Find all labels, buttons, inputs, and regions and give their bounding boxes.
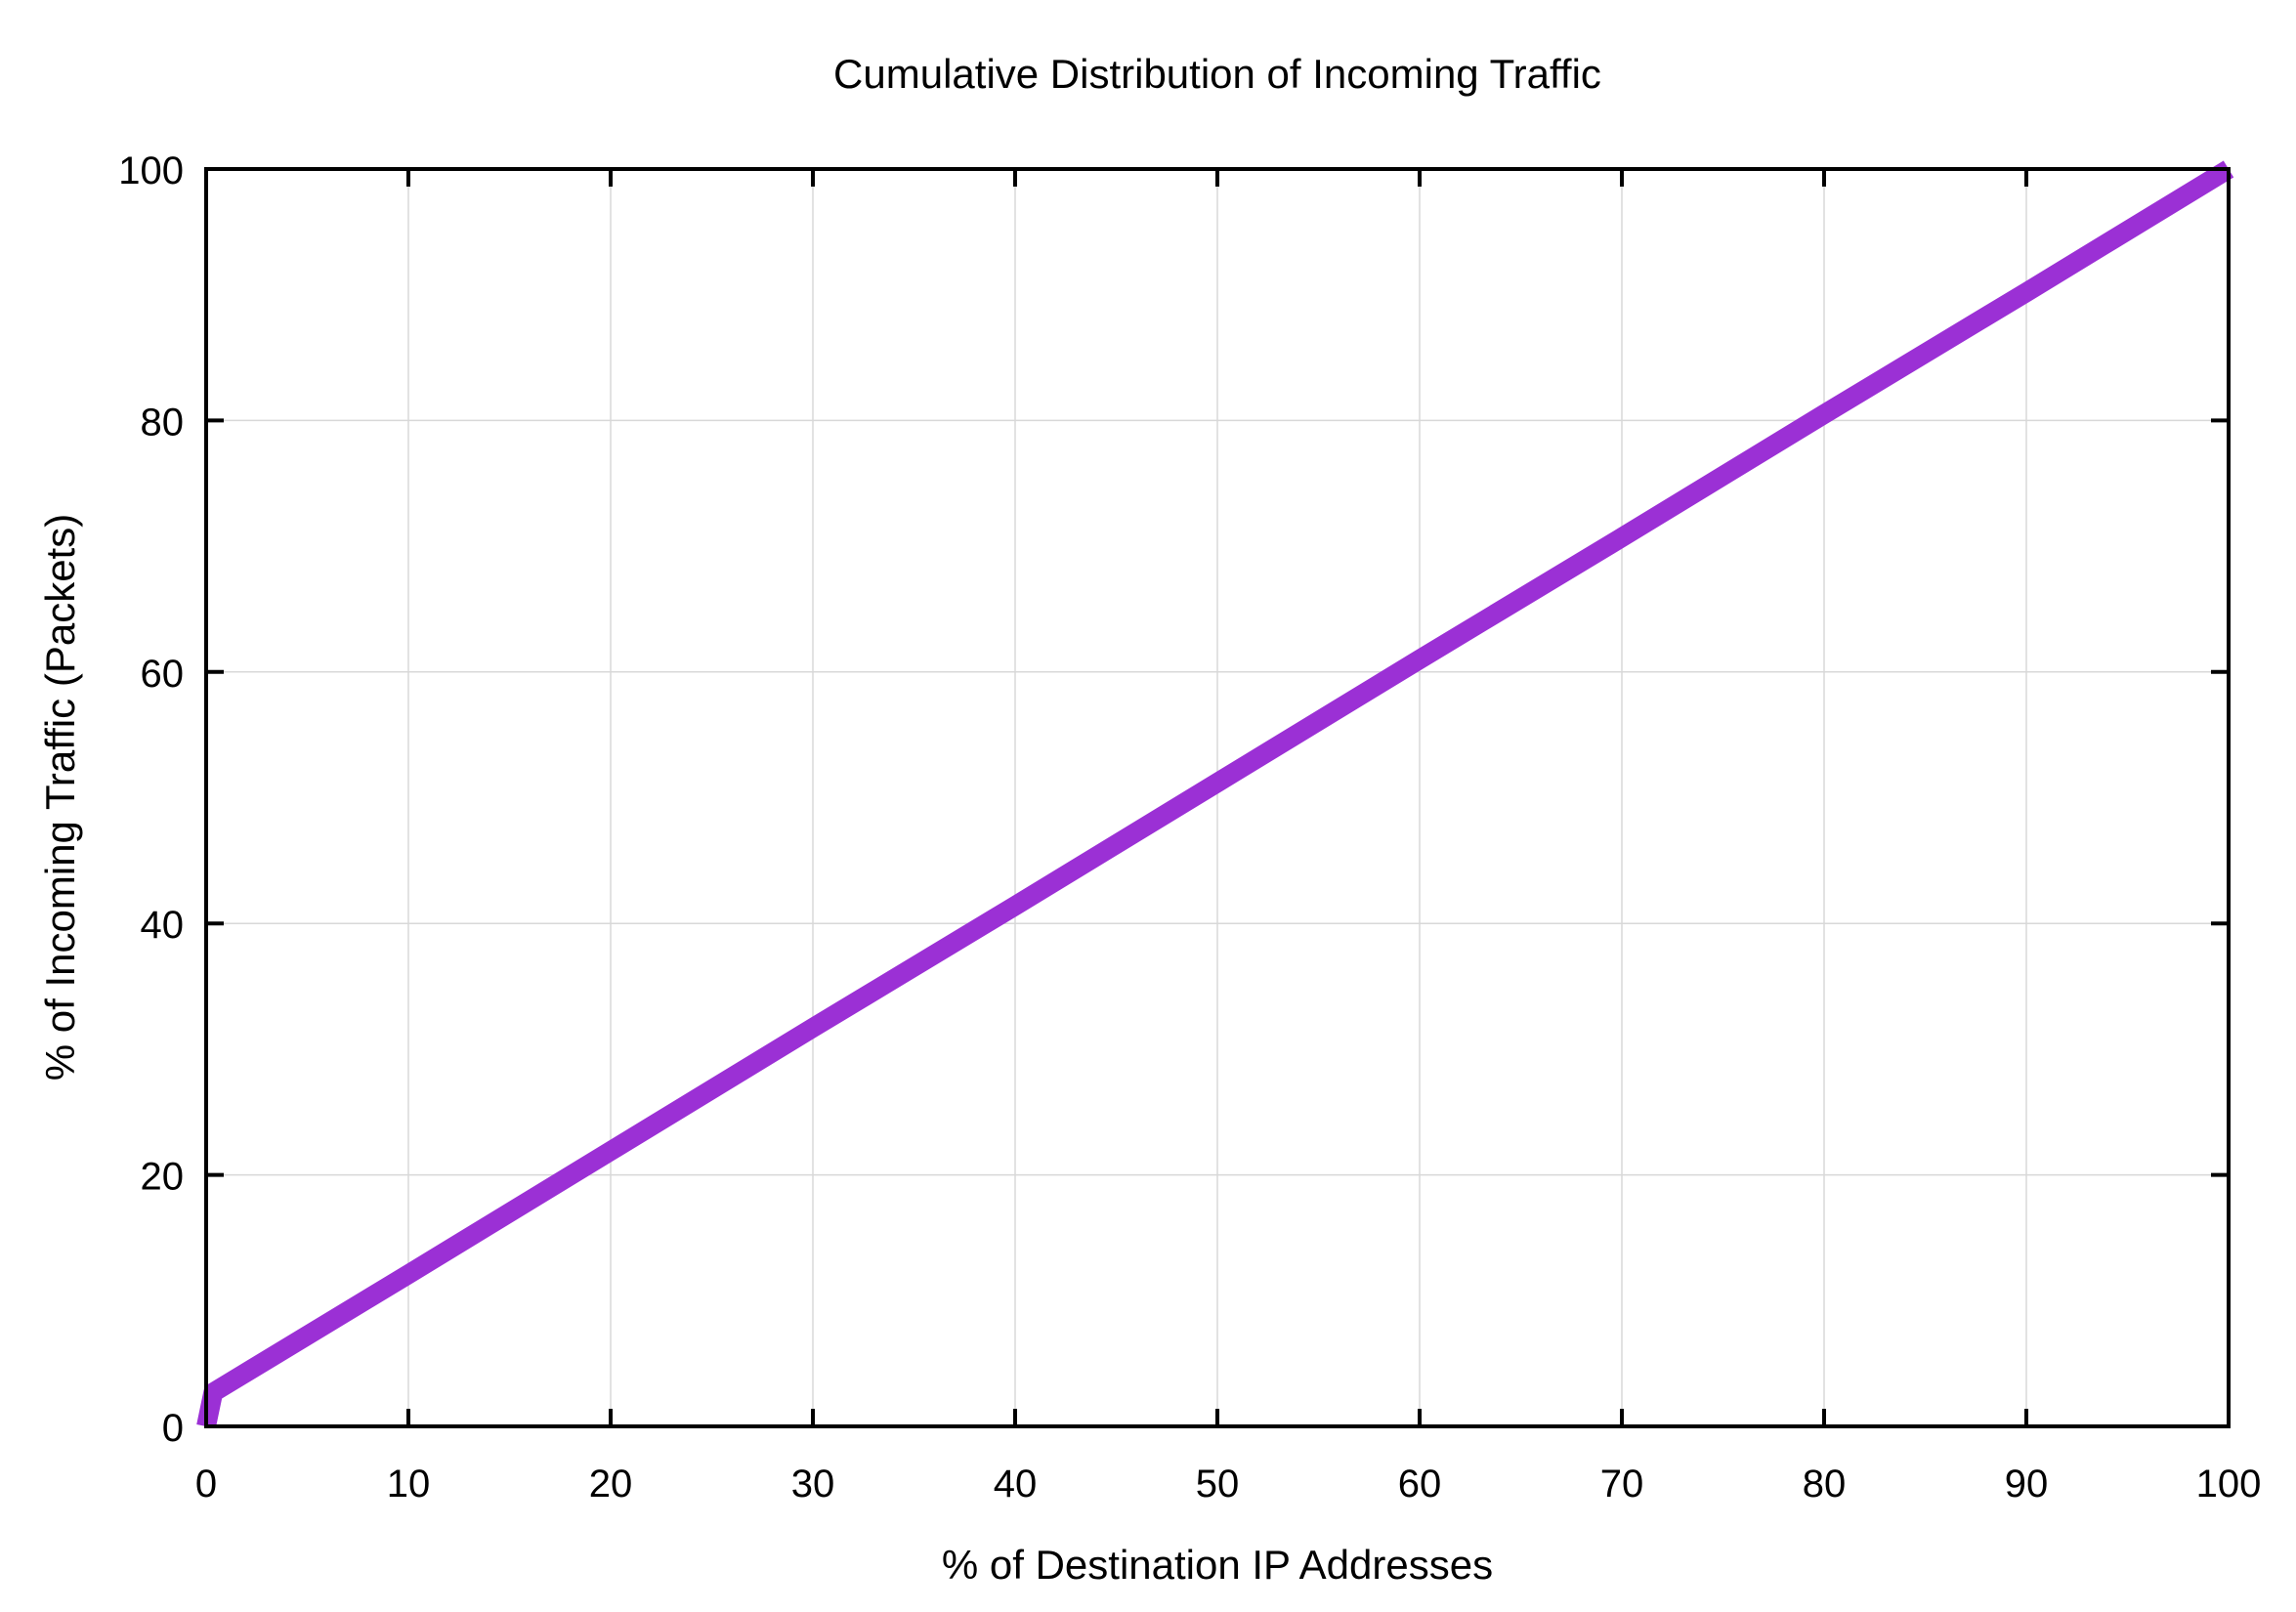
y-axis-label: % of Incoming Traffic (Packets) [37,513,83,1082]
x-tick-label: 80 [1803,1463,1847,1506]
x-tick-label: 50 [1196,1463,1240,1506]
y-tick-label: 80 [141,401,185,444]
x-tick-label: 100 [2196,1463,2262,1506]
x-tick-label: 90 [2005,1463,2049,1506]
x-axis-label: % of Destination IP Addresses [941,1542,1494,1588]
y-tick-label: 0 [162,1407,184,1450]
x-tick-label: 60 [1398,1463,1442,1506]
x-tick-label: 40 [994,1463,1038,1506]
x-tick-label: 10 [387,1463,431,1506]
x-tick-label: 0 [195,1463,217,1506]
x-tick-label: 70 [1600,1463,1644,1506]
series-line-cumulative-traffic-cdf [196,160,2234,1429]
y-tick-label: 40 [141,904,185,947]
x-tick-label: 20 [589,1463,633,1506]
y-tick-label: 20 [141,1156,185,1199]
y-tick-label: 100 [118,149,184,192]
chart-title: Cumulative Distribution of Incoming Traf… [833,51,1601,97]
y-tick-label: 60 [141,653,185,696]
x-tick-label: 30 [791,1463,835,1506]
